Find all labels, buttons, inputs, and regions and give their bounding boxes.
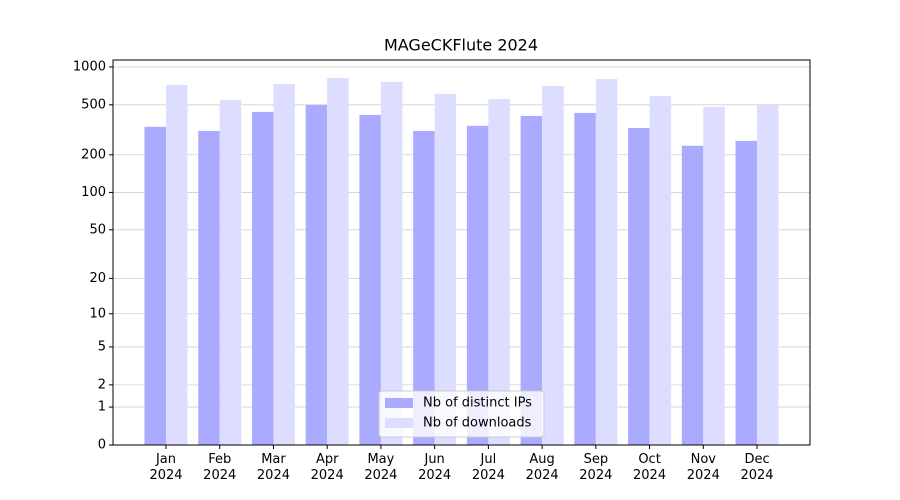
x-tick-label: Oct 2024	[633, 452, 667, 483]
x-tick-label: Jan 2024	[149, 452, 183, 483]
x-tick-label: May 2024	[364, 452, 398, 483]
y-tick-label: 0	[98, 438, 106, 453]
y-tick-label: 1000	[73, 59, 106, 74]
x-tick-label: Apr 2024	[310, 452, 344, 483]
bar	[434, 93, 457, 445]
x-tick-label: Dec 2024	[740, 452, 774, 483]
legend-swatch	[385, 418, 413, 428]
legend-box	[378, 390, 545, 438]
bar	[520, 115, 543, 445]
x-tick-label: Sep 2024	[579, 452, 613, 483]
bar	[595, 78, 618, 445]
bar	[681, 145, 704, 446]
bar	[144, 126, 166, 445]
x-tick-label: Aug 2024	[525, 452, 559, 483]
y-tick-label: 5	[98, 339, 106, 354]
x-tick-label: Feb 2024	[203, 452, 237, 483]
x-tick-label: Mar 2024	[256, 452, 290, 483]
bar	[649, 95, 672, 446]
bar	[735, 140, 758, 445]
bar	[305, 104, 328, 445]
bar	[542, 85, 564, 445]
bar	[166, 84, 188, 445]
bar	[574, 112, 596, 445]
legend: Nb of distinct IPs Nb of downloads	[378, 390, 545, 438]
bar	[628, 127, 650, 445]
y-tick-label: 100	[81, 185, 106, 200]
bar	[251, 111, 274, 445]
y-tick-label: 50	[89, 222, 106, 237]
bar	[380, 81, 403, 446]
chart-title: MAGeCKFlute 2024	[384, 36, 538, 55]
y-tick-label: 20	[89, 271, 106, 286]
legend-swatch	[385, 398, 413, 408]
bar	[327, 77, 349, 445]
bar	[488, 99, 510, 446]
legend-label: Nb of distinct IPs	[423, 396, 532, 411]
x-tick-label: Jul 2024	[471, 452, 505, 483]
y-tick-label: 200	[81, 147, 106, 162]
bar	[703, 106, 725, 445]
y-tick-label: 500	[81, 97, 106, 112]
legend-label: Nb of downloads	[423, 416, 532, 431]
y-tick-label: 2	[98, 377, 106, 392]
bar	[413, 130, 435, 445]
bar	[273, 83, 295, 446]
y-tick-label: 10	[89, 306, 106, 321]
y-tick-label: 1	[98, 400, 106, 415]
axes-frame	[112, 59, 811, 446]
bar	[198, 130, 220, 445]
bar	[219, 99, 242, 446]
bar	[757, 104, 779, 445]
x-tick-label: Jun 2024	[418, 452, 452, 483]
bar	[359, 114, 381, 445]
bar	[466, 125, 489, 446]
x-tick-label: Nov 2024	[686, 452, 720, 483]
